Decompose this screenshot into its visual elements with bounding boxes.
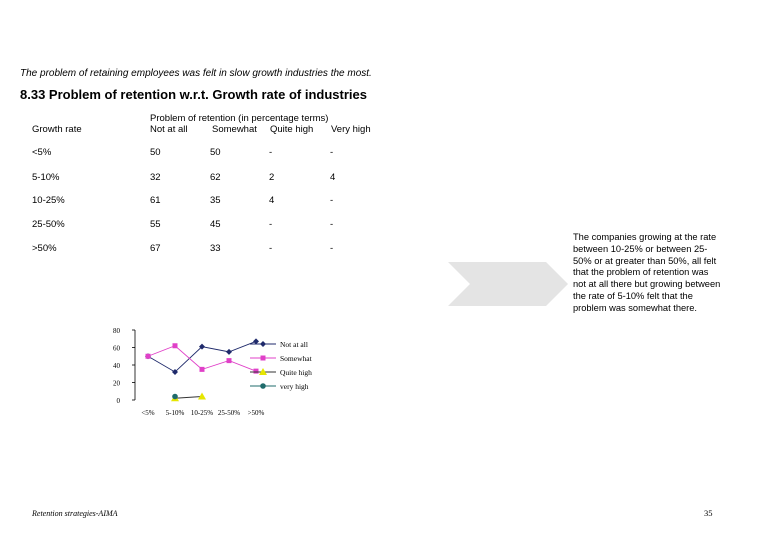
legend-label: Somewhat [280,354,313,363]
table-cell: 55 [150,219,161,230]
data-point [172,343,178,349]
data-point [260,355,266,361]
data-point [253,368,259,374]
y-tick-label: 40 [113,362,121,370]
table-cell: 4 [269,195,275,206]
table-cell: 33 [210,243,221,254]
table-cell: - [269,219,273,230]
data-point [199,343,205,350]
table-cell: 10-25% [32,195,65,206]
table-cell: 45 [210,219,221,230]
data-point [253,338,259,345]
data-point [226,358,232,364]
x-tick-label: 5-10% [166,409,185,417]
header-very-high: Very high [331,124,371,135]
table-cell: >50% [32,243,57,254]
table-cell: - [330,195,334,206]
footer-source: Retention strategies-AIMA [32,509,118,518]
table-cell: - [330,147,334,158]
intro-text: The problem of retaining employees was f… [20,68,372,79]
legend-label: Not at all [280,340,308,349]
table-cell: 35 [210,195,221,206]
data-point [226,348,232,355]
page-number: 35 [704,508,713,518]
table-cell: <5% [32,147,52,158]
table-cell: 5-10% [32,172,60,183]
arrow-polygon [448,262,568,306]
header-growth-rate: Growth rate [32,124,82,135]
table-cell: 50 [210,147,221,158]
header-somewhat: Somewhat [212,124,257,135]
header-not-at-all: Not at all [150,124,188,135]
table-cell: 2 [269,172,275,183]
data-point [198,392,206,400]
legend-label: Quite high [280,368,312,377]
x-tick-label: >50% [248,409,265,417]
table-cell: - [269,147,273,158]
x-tick-label: 25-50% [218,409,240,417]
table-cell: 61 [150,195,161,206]
table-cell: - [330,219,334,230]
data-point [260,383,266,389]
data-point [199,366,205,372]
y-tick-label: 60 [113,345,121,353]
table-cell: - [269,243,273,254]
table-cell: 4 [330,172,336,183]
series-line [174,396,203,399]
table-cell: 62 [210,172,221,183]
table-super-header: Problem of retention (in percentage term… [150,113,329,124]
data-point [260,341,266,347]
data-point [145,353,151,359]
table-cell: - [330,243,334,254]
y-tick-label: 0 [117,397,121,405]
x-tick-label: 10-25% [191,409,213,417]
x-tick-label: <5% [141,409,154,417]
retention-line-chart: 80 60 40 20 0 <5% 5-10% 10-25% 25-50% >50% Not a… [113,327,313,417]
section-title: 8.33 Problem of retention w.r.t. Growth … [20,87,367,102]
y-tick-label: 20 [113,380,121,388]
data-point [259,368,267,375]
data-point [172,369,178,375]
table-cell: 50 [150,147,161,158]
table-cell: 25-50% [32,219,65,230]
legend-label: very high [280,382,309,391]
y-tick-label: 80 [113,327,121,335]
table-cell: 67 [150,243,161,254]
note-text: The companies growing at the rate betwee… [573,232,721,313]
table-cell: 32 [150,172,161,183]
data-point [172,393,178,400]
arrow-shape [448,262,568,306]
header-quite-high: Quite high [270,124,314,135]
